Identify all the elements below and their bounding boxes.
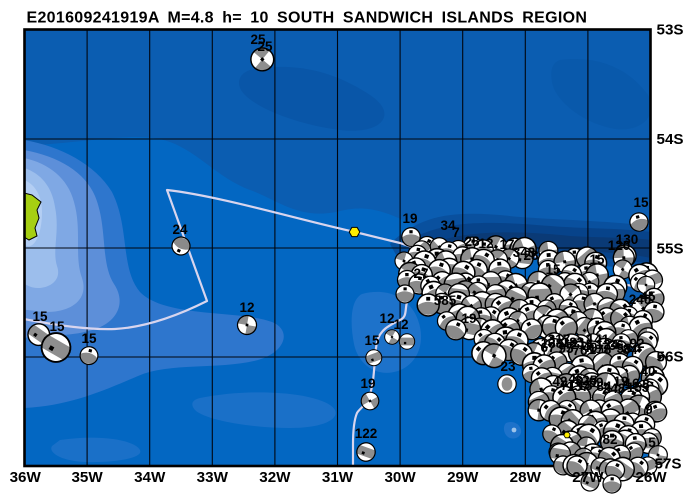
- svg-text:59: 59: [588, 375, 603, 390]
- svg-text:137: 137: [567, 379, 590, 394]
- svg-text:138: 138: [541, 336, 564, 351]
- svg-text:17: 17: [499, 237, 514, 252]
- svg-text:56S: 56S: [657, 349, 684, 366]
- svg-text:12: 12: [478, 236, 493, 251]
- svg-text:15: 15: [633, 195, 649, 210]
- svg-text:178: 178: [589, 342, 612, 357]
- svg-text:36W: 36W: [10, 469, 42, 486]
- svg-text:28: 28: [523, 248, 539, 263]
- svg-text:15: 15: [364, 333, 380, 348]
- svg-text:13: 13: [577, 378, 593, 393]
- svg-text:12: 12: [239, 300, 254, 315]
- svg-text:95: 95: [558, 341, 574, 356]
- svg-text:57S: 57S: [655, 456, 682, 473]
- svg-text:42: 42: [552, 374, 567, 389]
- svg-text:317: 317: [548, 332, 571, 347]
- svg-text:12: 12: [393, 317, 408, 332]
- svg-text:58: 58: [616, 341, 632, 356]
- svg-text:28: 28: [464, 234, 480, 249]
- svg-text:36: 36: [608, 338, 624, 353]
- svg-text:35W: 35W: [71, 469, 103, 486]
- svg-text:45: 45: [640, 289, 656, 304]
- svg-text:34: 34: [440, 218, 456, 233]
- svg-text:34W: 34W: [134, 469, 166, 486]
- svg-text:9: 9: [645, 402, 653, 417]
- svg-text:92: 92: [629, 336, 644, 351]
- svg-text:183: 183: [562, 335, 585, 350]
- svg-text:16: 16: [624, 376, 640, 391]
- svg-text:153: 153: [627, 380, 650, 395]
- svg-text:54S: 54S: [657, 131, 684, 148]
- svg-text:15: 15: [545, 262, 561, 277]
- svg-text:19: 19: [402, 211, 417, 226]
- svg-text:33W: 33W: [197, 469, 229, 486]
- svg-text:124: 124: [596, 337, 619, 352]
- svg-text:248: 248: [603, 381, 626, 396]
- svg-text:29W: 29W: [447, 469, 479, 486]
- svg-text:25: 25: [250, 32, 266, 47]
- svg-text:71: 71: [560, 378, 576, 393]
- svg-text:23: 23: [500, 359, 516, 374]
- svg-text:76: 76: [572, 343, 588, 358]
- svg-text:53S: 53S: [657, 22, 684, 39]
- svg-text:27: 27: [413, 266, 428, 281]
- svg-text:122: 122: [355, 426, 378, 441]
- svg-text:15: 15: [32, 309, 48, 324]
- svg-text:19: 19: [360, 376, 375, 391]
- svg-text:325: 325: [575, 373, 598, 388]
- svg-text:8: 8: [642, 377, 650, 392]
- svg-text:67: 67: [540, 340, 555, 355]
- svg-text:15: 15: [589, 252, 605, 267]
- svg-text:215: 215: [571, 337, 594, 352]
- svg-text:32W: 32W: [259, 469, 291, 486]
- svg-text:19: 19: [461, 311, 476, 326]
- svg-text:84: 84: [596, 379, 612, 394]
- svg-text:25: 25: [257, 39, 273, 54]
- svg-text:15: 15: [49, 319, 65, 334]
- svg-text:130: 130: [616, 232, 639, 247]
- svg-text:46: 46: [568, 371, 584, 386]
- svg-text:26W: 26W: [635, 469, 667, 486]
- svg-text:7: 7: [452, 225, 460, 240]
- svg-text:19: 19: [613, 374, 628, 389]
- svg-text:348: 348: [513, 245, 536, 260]
- svg-text:84: 84: [622, 342, 638, 357]
- svg-text:240: 240: [629, 292, 652, 307]
- svg-text:28W: 28W: [510, 469, 542, 486]
- svg-text:40: 40: [640, 364, 655, 379]
- svg-text:55S: 55S: [657, 241, 684, 258]
- svg-text:120: 120: [608, 238, 631, 253]
- svg-text:49: 49: [582, 340, 597, 355]
- svg-text:141: 141: [587, 332, 610, 347]
- svg-text:27W: 27W: [572, 469, 604, 486]
- svg-text:E201609241919A M=4.8 h= 10 SOU: E201609241919A M=4.8 h= 10 SOUTH SANDWIC…: [27, 10, 588, 27]
- svg-text:15: 15: [81, 331, 97, 346]
- svg-text:585: 585: [434, 293, 457, 308]
- svg-text:12: 12: [379, 311, 394, 326]
- svg-text:31W: 31W: [322, 469, 354, 486]
- svg-text:24: 24: [172, 222, 188, 237]
- svg-text:82: 82: [602, 432, 617, 447]
- svg-text:30W: 30W: [384, 469, 416, 486]
- svg-text:5: 5: [648, 435, 656, 450]
